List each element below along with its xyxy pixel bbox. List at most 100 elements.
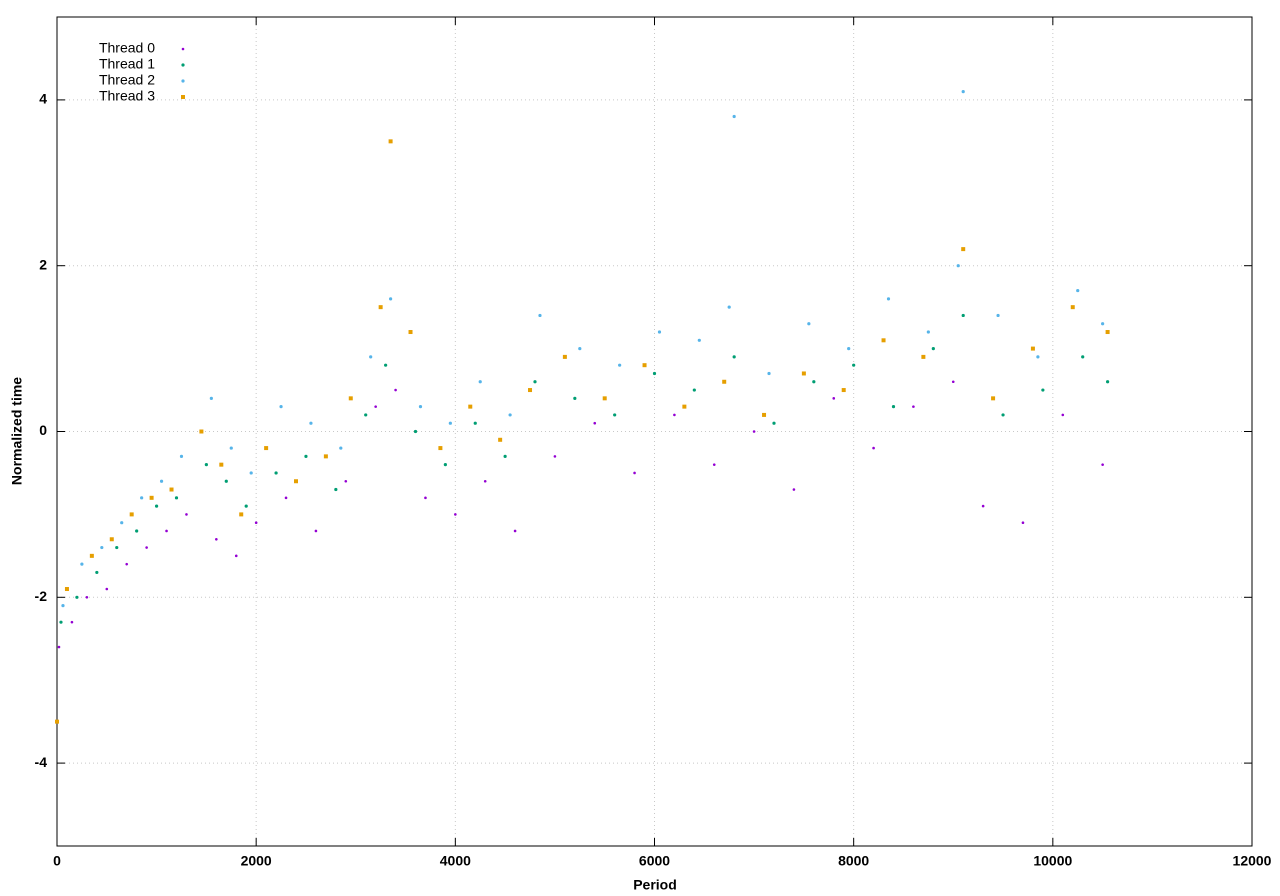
point [503,454,507,458]
point [454,513,457,516]
point [921,354,926,359]
point [140,496,144,500]
point [424,496,427,500]
point [1030,346,1035,351]
point [129,512,134,517]
y-axis-label: Normalized time [9,377,25,485]
point [961,90,965,94]
point [125,562,129,566]
point [254,521,258,524]
point [483,479,487,483]
point [249,471,253,475]
point [613,413,617,417]
point [931,347,935,351]
point [408,330,413,335]
point [334,487,338,492]
point [448,421,452,425]
point [149,495,154,500]
point [762,412,767,417]
point [89,553,94,558]
point [847,347,851,351]
point [682,404,687,409]
point [697,338,701,342]
point [120,521,124,525]
legend-label: Thread 0 [99,40,155,56]
point [832,397,836,400]
plot-frame [56,16,1253,847]
point [752,430,756,433]
x-tick-label: 0 [53,853,61,869]
point [304,454,308,458]
y-tick-label: 0 [39,422,47,438]
x-axis-label: Period [633,877,677,893]
point [438,446,443,451]
point [1036,355,1040,359]
x-tick-label: 6000 [639,853,670,869]
point [1021,521,1025,524]
point [772,421,776,425]
point [538,313,542,318]
legend-marker [181,63,185,67]
point [912,405,915,408]
legend-marker [181,95,185,99]
point [852,363,856,367]
point [473,421,477,425]
point [1101,322,1105,326]
point [1041,388,1045,392]
point [57,645,61,649]
legend-label: Thread 2 [99,72,155,88]
point [443,463,447,467]
x-tick-label: 8000 [838,853,869,869]
point [55,719,59,724]
point [145,546,148,549]
point [274,471,278,475]
point [732,114,736,119]
point [792,488,796,491]
point [533,380,537,384]
point [1106,380,1110,384]
point [85,596,89,599]
point [981,504,985,508]
point [872,446,875,450]
point [602,396,607,401]
point [673,413,676,417]
point [642,363,647,368]
point [135,529,139,533]
point [224,479,228,483]
point [478,380,482,384]
point [389,297,393,301]
point [801,371,806,376]
point [294,479,298,484]
x-tick-label: 4000 [440,853,471,869]
point [712,463,716,466]
point [264,446,269,451]
point [727,305,731,309]
point [364,413,368,417]
point [807,322,811,326]
point [881,338,886,343]
point [215,537,218,541]
point [692,388,696,392]
point [234,554,238,558]
point [394,388,397,392]
legend-marker [181,47,185,51]
point [996,313,1000,318]
point [508,413,512,417]
point [159,479,164,483]
point [384,363,388,367]
point [314,529,318,533]
point [593,421,597,425]
point [279,405,283,409]
legend-marker [181,79,185,83]
point [657,330,662,334]
point [219,462,224,467]
point [239,512,244,517]
point [767,371,771,376]
point [886,297,891,301]
point [204,463,208,467]
point [378,305,383,310]
point [179,454,184,458]
point [961,247,966,252]
y-tick-label: -4 [35,754,48,770]
x-tick-label: 2000 [241,853,272,869]
